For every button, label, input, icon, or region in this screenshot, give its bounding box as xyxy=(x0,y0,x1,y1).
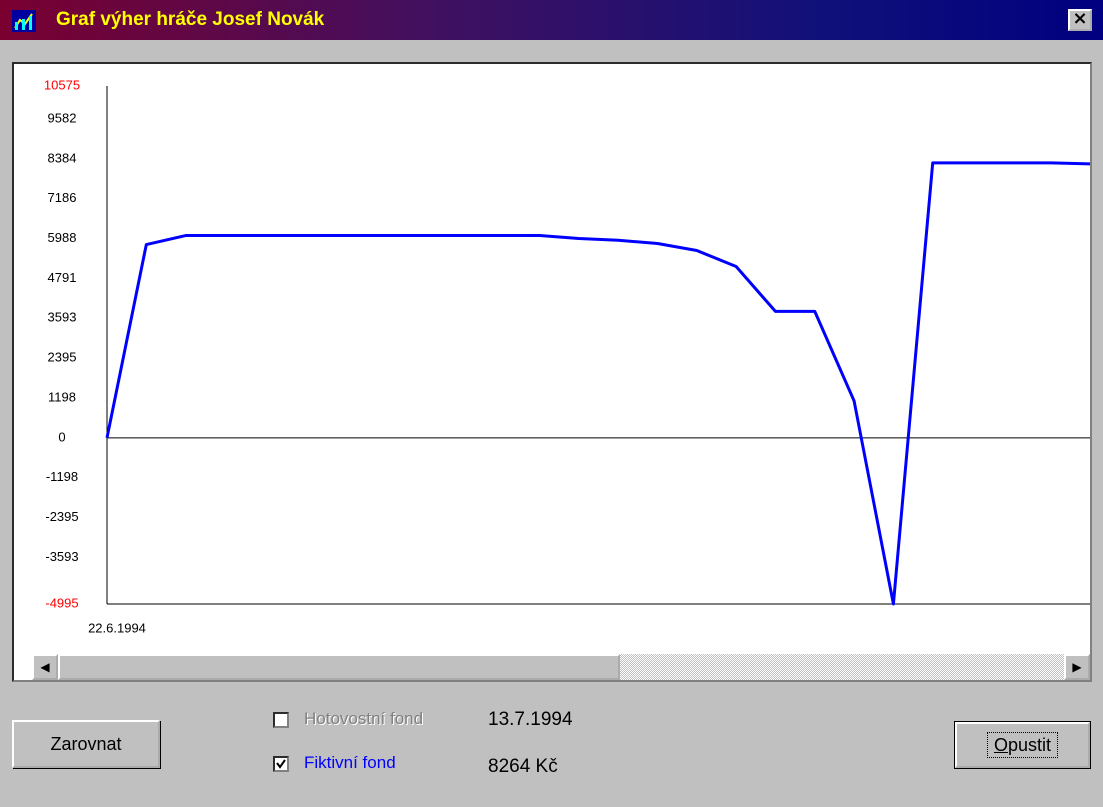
close-button[interactable]: × xyxy=(1068,9,1092,31)
chart-panel xyxy=(12,62,1092,682)
checkbox-cash[interactable] xyxy=(273,712,289,728)
y-tick-label: -3593 xyxy=(45,549,78,564)
align-button[interactable]: Zarovnat xyxy=(12,720,160,768)
check-mark xyxy=(276,759,286,769)
y-tick-label: 2395 xyxy=(48,350,77,365)
scrollbar[interactable]: ◀ ▶ xyxy=(32,654,1090,680)
y-tick-label: -2395 xyxy=(45,509,78,524)
x-tick-label: 22.6.1994 xyxy=(88,620,146,635)
app-icon xyxy=(12,10,36,32)
data-line xyxy=(105,161,1091,606)
checkbox-fictive-label: Fiktivní fond xyxy=(304,753,396,772)
y-tick-label: -1198 xyxy=(46,469,78,484)
checkbox-cash-label: Hotovostní fond xyxy=(304,709,424,728)
y-tick-label: 0 xyxy=(58,429,65,444)
y-tick-label: 4791 xyxy=(48,270,77,285)
window-title: Graf výher hráče Josef Novák xyxy=(56,9,325,30)
y-tick-label: 10575 xyxy=(44,77,80,92)
scroll-thumb[interactable] xyxy=(58,654,620,680)
chart: 10575 9582 8384 7186 5988 4791 3593 2395 1198 0 -1… xyxy=(44,77,1091,635)
scroll-left[interactable]: ◀ xyxy=(32,654,58,680)
checkbox-fictive[interactable] xyxy=(273,756,289,772)
y-tick-label: 3593 xyxy=(48,310,77,325)
info-date: 13.7.1994 xyxy=(488,709,573,730)
scroll-right[interactable]: ▶ xyxy=(1064,654,1090,680)
info-amount: 8264 Kč xyxy=(488,756,558,777)
exit-button[interactable]: Opustit xyxy=(954,721,1091,769)
y-tick-label: 8384 xyxy=(48,150,77,165)
title-bar: Graf výher hráče Josef Novák × xyxy=(0,0,1103,40)
y-tick-label: 5988 xyxy=(48,230,77,245)
exit-button-label: Opustit xyxy=(986,732,1059,758)
y-tick-label: 1198 xyxy=(48,389,76,404)
y-tick-label: -4995 xyxy=(45,595,78,610)
y-tick-label: 7186 xyxy=(48,190,77,205)
y-tick-label: 9582 xyxy=(48,110,77,125)
